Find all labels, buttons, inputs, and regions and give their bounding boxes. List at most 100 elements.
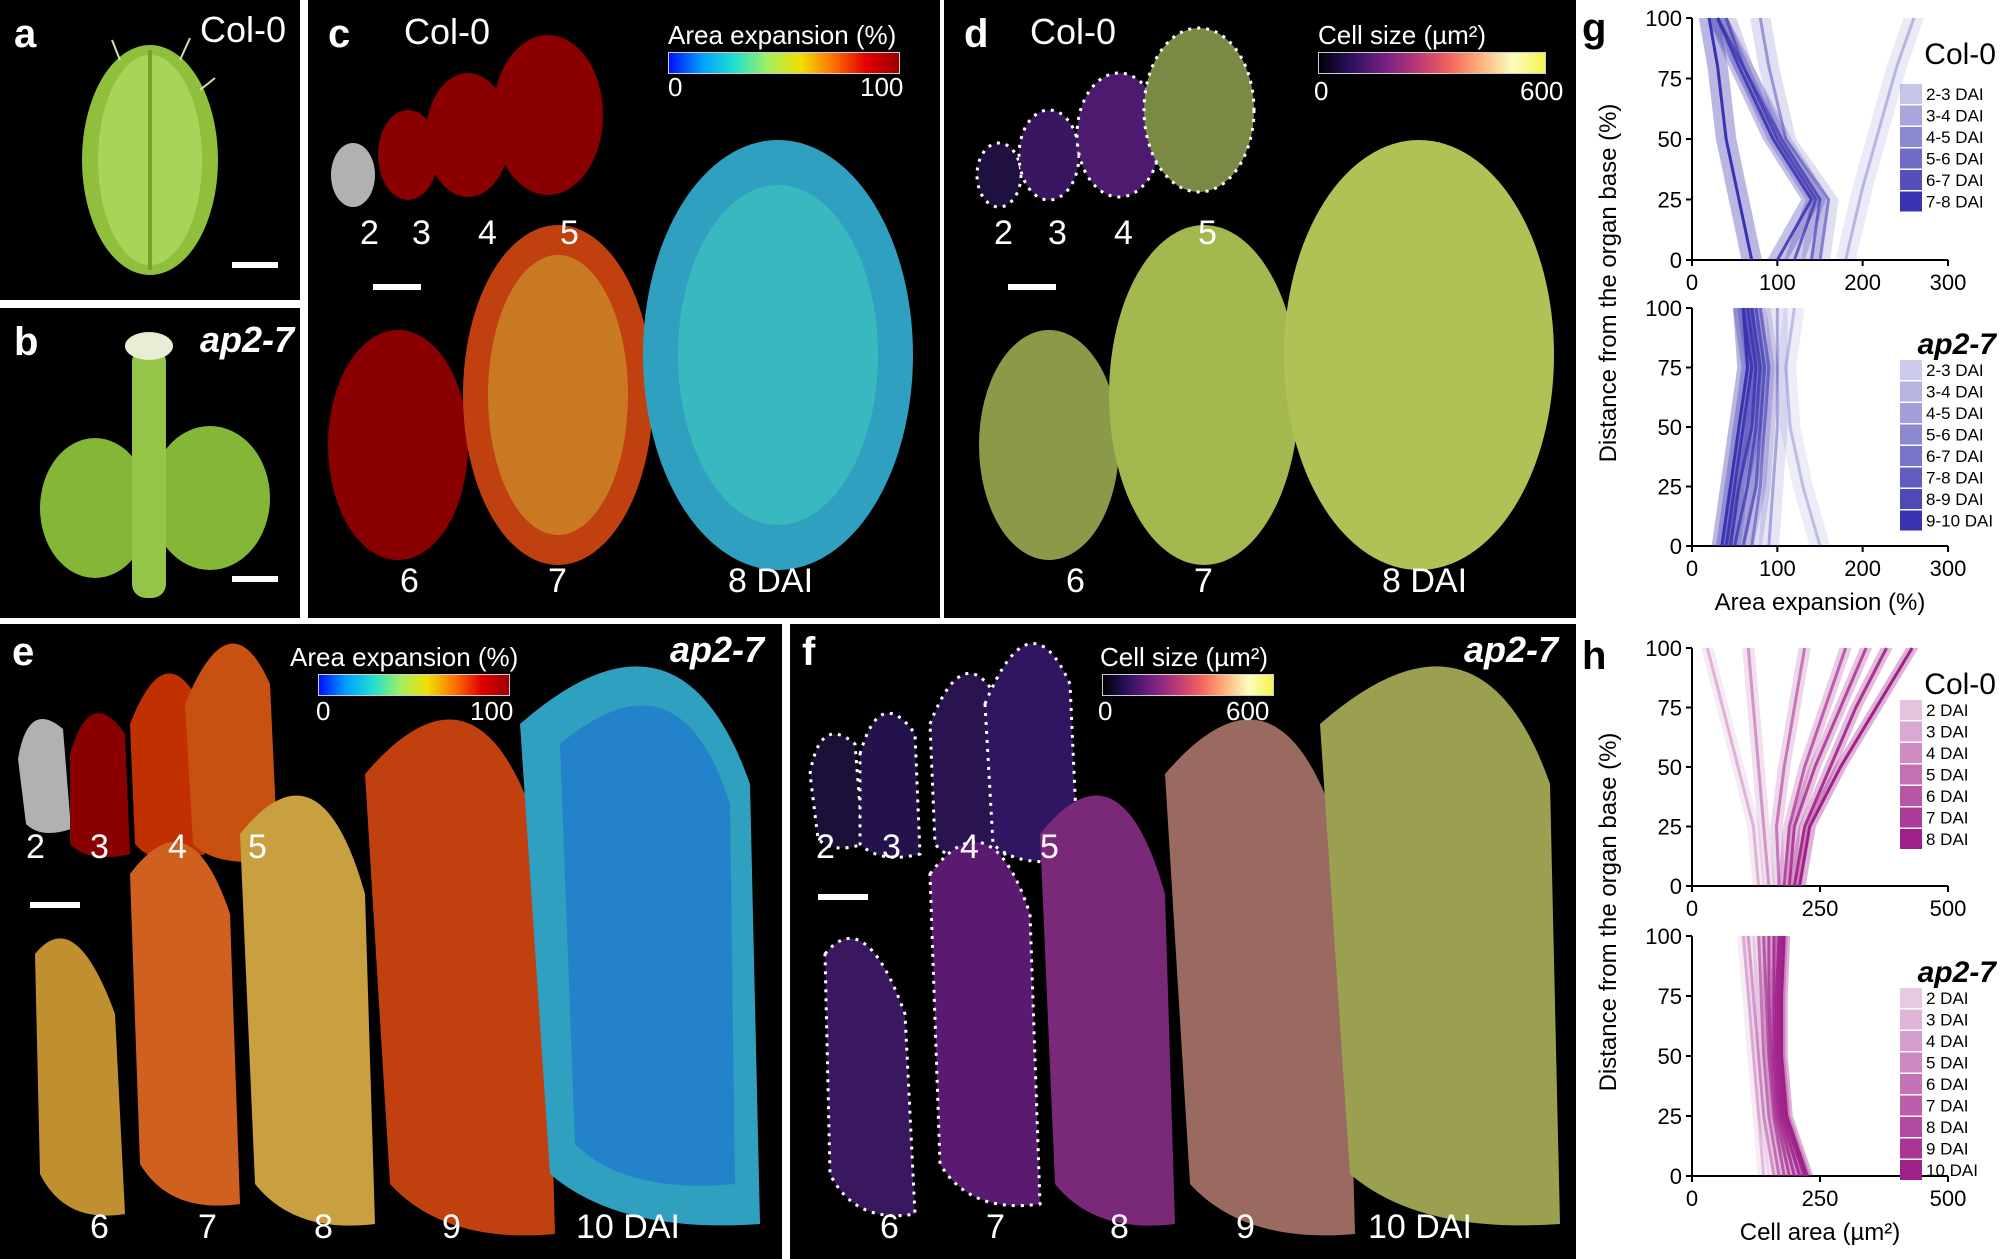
panel-label-e: e [12, 630, 35, 674]
stage-label: 3 [90, 828, 109, 866]
stage-label: 5 [248, 828, 267, 866]
panel-label-f: f [802, 630, 816, 674]
legend-label: 2 DAI [1926, 989, 1969, 1008]
stage-label: 2 [360, 214, 379, 252]
y-tick-label: 75 [1658, 67, 1682, 92]
panel-d: d Col-0 Cell size (µm²) 0 600 2 3 4 5 6 … [944, 0, 1576, 618]
colorbar-min: 0 [668, 72, 683, 102]
legend-label: 2 DAI [1926, 701, 1969, 720]
panel-label-g: g [1582, 6, 1607, 50]
colorbar-max: 600 [1520, 76, 1564, 106]
legend-swatch [1900, 446, 1922, 466]
y-tick-label: 100 [1645, 636, 1682, 661]
colorbar-max: 100 [470, 696, 514, 726]
legend-swatch [1900, 700, 1922, 720]
series-line [1705, 647, 1761, 887]
x-tick-label: 100 [1759, 556, 1796, 581]
legend-swatch [1900, 764, 1922, 785]
series-line [1762, 935, 1786, 1177]
legend-label: 8 DAI [1926, 830, 1969, 849]
legend-swatch [1900, 1074, 1922, 1094]
x-tick-label: 250 [1802, 896, 1839, 921]
genotype-label: ap2-7 [200, 319, 295, 360]
colorbar [1102, 674, 1274, 696]
legend-swatch [1900, 1052, 1922, 1073]
legend-swatch [1900, 84, 1922, 104]
legend-swatch [1900, 1160, 1922, 1180]
chart-title: ap2-7 [1918, 956, 1998, 989]
y-tick-label: 50 [1658, 127, 1682, 152]
x-tick-label: 200 [1844, 270, 1881, 295]
x-tick-label: 300 [1930, 556, 1967, 581]
scale-bar [373, 284, 421, 290]
series-line [1707, 17, 1754, 261]
series-line [1750, 307, 1771, 547]
y-tick-label: 75 [1658, 356, 1682, 381]
stage-label: 2 [994, 214, 1013, 252]
legend-label: 6 DAI [1926, 1075, 1969, 1094]
legend-swatch [1900, 127, 1922, 147]
series-band [1793, 648, 1919, 886]
x-tick-label: 0 [1686, 896, 1698, 921]
series-line [1777, 935, 1807, 1177]
series-line [1720, 307, 1749, 547]
stage-label: 8 DAI [1382, 562, 1468, 600]
stage-label: 6 [880, 1208, 899, 1246]
y-tick-label: 25 [1658, 475, 1682, 500]
legend-label: 4 DAI [1926, 1032, 1969, 1051]
colorbar-min: 0 [1314, 76, 1329, 106]
genotype-label: Col-0 [404, 11, 491, 52]
stage-label: 2 [26, 828, 45, 866]
legend-label: 6-7 DAI [1926, 447, 1984, 466]
legend-swatch [1900, 489, 1922, 509]
stage-label: 4 [168, 828, 187, 866]
scale-bar [818, 894, 868, 900]
series-line [1746, 935, 1776, 1177]
series-line [1741, 307, 1767, 547]
series-line [1774, 647, 1807, 887]
series-band [1775, 308, 1831, 546]
panel-a: a Col-0 [0, 0, 300, 300]
series-band [1698, 18, 1762, 260]
wildtype-flower-photo [82, 37, 218, 275]
y-tick-label: 25 [1658, 1104, 1682, 1129]
legend-label: 5 DAI [1926, 766, 1969, 785]
legend-swatch [1900, 424, 1922, 445]
colorbar-max: 100 [860, 72, 904, 102]
legend-swatch [1900, 510, 1922, 531]
stage-label: 6 [90, 1208, 109, 1246]
legend-label: 2-3 DAI [1926, 85, 1984, 104]
series-line [1758, 17, 1831, 261]
series-line [1746, 647, 1771, 887]
y-tick-label: 50 [1658, 1044, 1682, 1069]
stage-label: 5 [1040, 828, 1059, 866]
series-line [1741, 935, 1766, 1177]
colorbar-title: Cell size (µm²) [1100, 642, 1269, 672]
series-band [1707, 18, 1822, 260]
chart-title: ap2-7 [1918, 328, 1998, 361]
series-band [1775, 936, 1814, 1176]
panel-label-h: h [1582, 634, 1607, 678]
x-axis-label: Cell area (µm²) [1740, 1219, 1901, 1246]
stage-label: 2 [816, 828, 835, 866]
stage-label: 4 [960, 828, 979, 866]
series-line [1774, 935, 1801, 1177]
y-tick-label: 100 [1645, 924, 1682, 949]
stage-label: 6 [1066, 562, 1085, 600]
series-line [1716, 17, 1814, 261]
stage-label: 5 [1198, 214, 1217, 252]
ap2-flower-photo [40, 332, 270, 598]
series-band [1835, 18, 1925, 260]
series-line [1724, 307, 1754, 547]
legend-label: 2-3 DAI [1926, 361, 1984, 380]
stage-label: 4 [1114, 214, 1133, 252]
y-tick-label: 0 [1670, 248, 1682, 273]
x-axis-label: Area expansion (%) [1715, 589, 1926, 616]
y-tick-label: 25 [1658, 188, 1682, 213]
panel-e: e ap2-7 Area expansion (%) 0 100 2 3 4 5… [0, 624, 782, 1259]
stage-label: 3 [882, 828, 901, 866]
scale-bar [1008, 284, 1056, 290]
colorbar-title: Area expansion (%) [290, 642, 519, 672]
legend-label: 6 DAI [1926, 787, 1969, 806]
panel-b: b ap2-7 [0, 308, 300, 618]
